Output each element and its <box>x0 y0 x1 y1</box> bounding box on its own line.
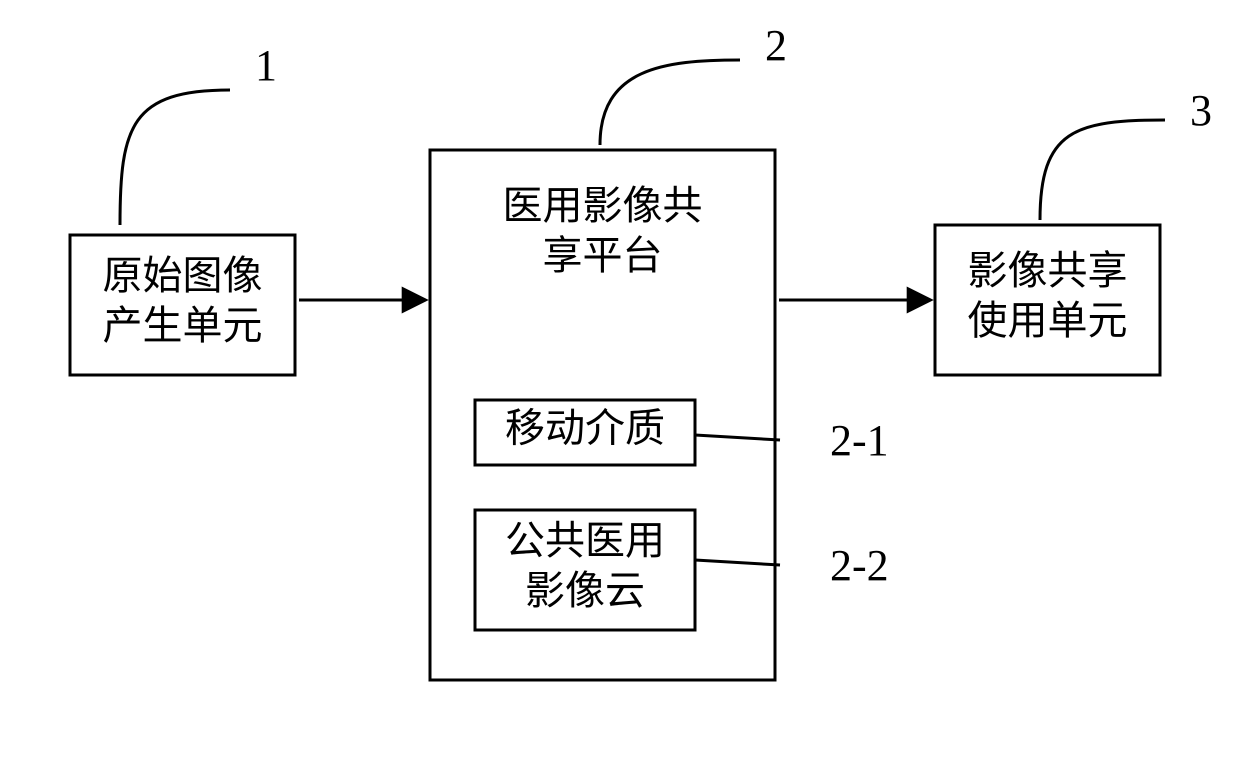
callout-n2_1-label: 2-1 <box>830 416 889 465</box>
callout-n2_1: 2-1 <box>695 416 889 465</box>
node-n2-label-line-0: 医用影像共 <box>503 183 703 228</box>
node-n3: 影像共享使用单元 <box>935 225 1160 375</box>
callout-n1-label: 1 <box>255 41 277 90</box>
callout-n3-leader <box>1040 120 1165 220</box>
callout-n3-label: 3 <box>1190 86 1212 135</box>
node-n1-label-line-1: 产生单元 <box>103 303 263 348</box>
callout-n2_2: 2-2 <box>695 541 889 590</box>
node-n1: 原始图像产生单元 <box>70 235 295 375</box>
callout-n1: 1 <box>120 41 277 225</box>
node-n3-label-line-1: 使用单元 <box>968 298 1128 343</box>
callout-n2_1-leader <box>695 435 780 440</box>
callout-n2: 2 <box>600 21 787 145</box>
callout-n3: 3 <box>1040 86 1212 220</box>
node-n2-label-line-1: 享平台 <box>543 233 663 278</box>
callout-n2-label: 2 <box>765 21 787 70</box>
callout-n2_2-leader <box>695 560 780 565</box>
node-n2_1: 移动介质 <box>475 400 695 465</box>
callout-n1-leader <box>120 90 230 225</box>
node-n2_1-label-line-0: 移动介质 <box>505 406 665 451</box>
node-n1-label-line-0: 原始图像 <box>103 253 263 298</box>
node-n2_2-label-line-0: 公共医用 <box>505 518 665 563</box>
callout-n2_2-label: 2-2 <box>830 541 889 590</box>
node-n2_2: 公共医用影像云 <box>475 510 695 630</box>
node-n3-label-line-0: 影像共享 <box>968 248 1128 293</box>
callout-n2-leader <box>600 60 740 145</box>
node-n2_2-label-line-1: 影像云 <box>525 568 645 613</box>
